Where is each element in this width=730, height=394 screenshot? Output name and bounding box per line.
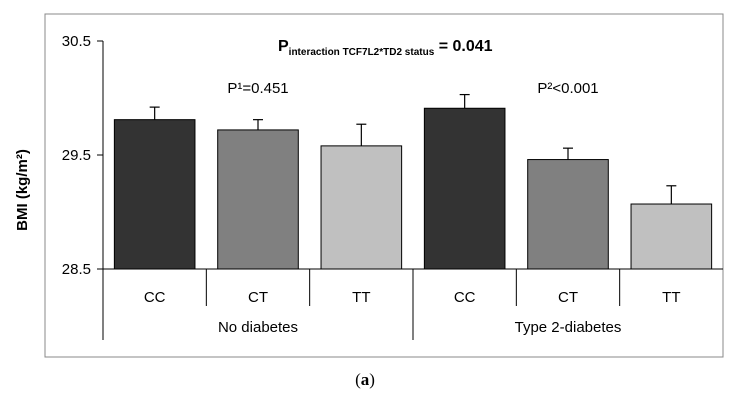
caption-letter: a — [361, 370, 370, 389]
bar — [113, 119, 196, 270]
group-label: Type 2-diabetes — [515, 319, 622, 336]
category-label: CC — [144, 289, 166, 306]
title-suffix: = 0.041 — [434, 38, 492, 55]
caption-close: ) — [369, 370, 375, 389]
group-p-value: P²<0.001 — [537, 80, 598, 97]
chart-title: Pinteraction TCF7L2*TD2 status = 0.041 — [278, 38, 493, 58]
bar — [320, 145, 403, 270]
chart-frame — [44, 13, 724, 358]
category-label: CC — [454, 289, 476, 306]
bar — [423, 107, 506, 270]
group-p-value: P¹=0.451 — [227, 80, 288, 97]
axes: 28.5 29.5 30.5 — [62, 33, 723, 340]
bars — [113, 93, 713, 270]
caption-open: ( — [355, 370, 361, 389]
bar — [630, 203, 713, 270]
category-label: TT — [352, 289, 370, 306]
y-axis-label: BMI (kg/m²) — [14, 149, 31, 231]
y-tick-label: 30.5 — [62, 33, 91, 50]
title-subscript: interaction TCF7L2*TD2 status — [289, 47, 435, 58]
bar — [527, 159, 609, 270]
category-label: TT — [662, 289, 680, 306]
group-label: No diabetes — [218, 319, 298, 336]
labels: CC CT TT No diabetes P¹=0.451 CC CT TT Type 2-di… — [144, 80, 681, 336]
figure-caption: (a) — [355, 370, 375, 389]
title-prefix: P — [278, 38, 289, 55]
bar — [217, 129, 299, 270]
category-label: CT — [248, 289, 268, 306]
y-tick-label: 28.5 — [62, 261, 91, 278]
y-tick-label: 29.5 — [62, 147, 91, 164]
category-label: CT — [558, 289, 578, 306]
